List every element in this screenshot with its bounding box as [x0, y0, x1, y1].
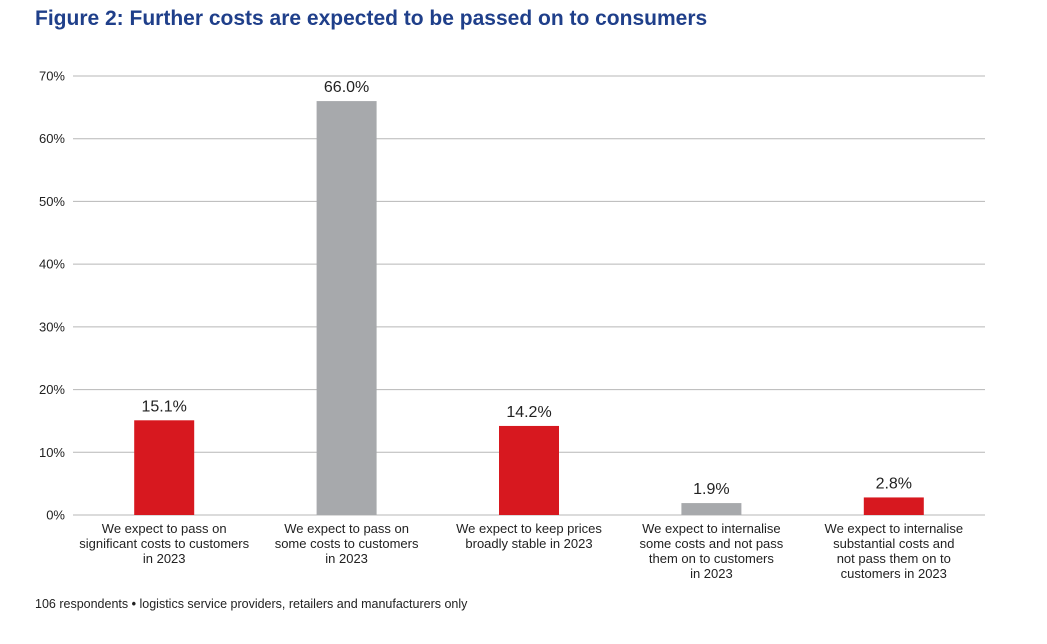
x-category-label-line: We expect to internalise: [825, 521, 964, 536]
x-category-label-line: some costs to customers: [275, 536, 419, 551]
x-category-label-line: in 2023: [325, 551, 368, 566]
x-category-label-line: We expect to pass on: [284, 521, 409, 536]
bar: [316, 101, 377, 515]
bar: [681, 503, 742, 515]
y-tick-label: 30%: [39, 319, 65, 334]
y-tick-label: 0%: [46, 508, 65, 523]
bar: [863, 497, 924, 515]
x-category-label-line: We expect to keep prices: [456, 521, 602, 536]
x-category-label: We expect to internalise some costs and n…: [639, 521, 783, 581]
y-tick-label: 50%: [39, 194, 65, 209]
x-category-label-line: We expect to internalise: [642, 521, 781, 536]
x-category-label-line: not pass them on to: [837, 551, 951, 566]
bar-value-label: 66.0%: [324, 79, 369, 96]
bar-value-label: 2.8%: [876, 475, 912, 492]
x-category-label: We expect to pass on significant costs to…: [79, 521, 249, 566]
chart-title: Figure 2: Further costs are expected to …: [35, 7, 708, 30]
x-category-label-line: broadly stable in 2023: [465, 536, 592, 551]
y-tick-label: 40%: [39, 257, 65, 272]
x-category-label-line: in 2023: [143, 551, 186, 566]
footnote-note: logistics service providers, retailers a…: [139, 597, 468, 611]
bar-value-label: 15.1%: [142, 398, 187, 415]
bar-value-label: 14.2%: [506, 404, 551, 421]
footnote-separator: •: [131, 597, 137, 611]
x-category-label-line: in 2023: [690, 566, 733, 581]
bar-value-label: 1.9%: [693, 481, 729, 498]
bar: [499, 425, 559, 515]
x-category-label-line: some costs and not pass: [639, 536, 783, 551]
x-category-label: We expect to internalise substantial cost…: [825, 521, 964, 581]
x-category-label-line: them on to customers: [649, 551, 774, 566]
y-tick-label: 20%: [39, 382, 65, 397]
y-tick-label: 70%: [39, 69, 65, 84]
bar: [134, 420, 195, 515]
x-category-label-line: We expect to pass on: [102, 521, 227, 536]
y-tick-label: 60%: [39, 131, 65, 146]
x-category-label-line: significant costs to customers: [79, 536, 249, 551]
x-category-label: We expect to keep prices broadly stable i…: [456, 521, 602, 551]
footnote: 106 respondents • logistics service prov…: [35, 597, 467, 611]
footnote-respondents: 106 respondents: [35, 597, 129, 611]
x-category-label-line: substantial costs and: [833, 536, 954, 551]
x-category-label: We expect to pass on some costs to custom…: [275, 521, 419, 566]
y-tick-label: 10%: [39, 445, 65, 460]
x-category-label-line: customers in 2023: [841, 566, 947, 581]
